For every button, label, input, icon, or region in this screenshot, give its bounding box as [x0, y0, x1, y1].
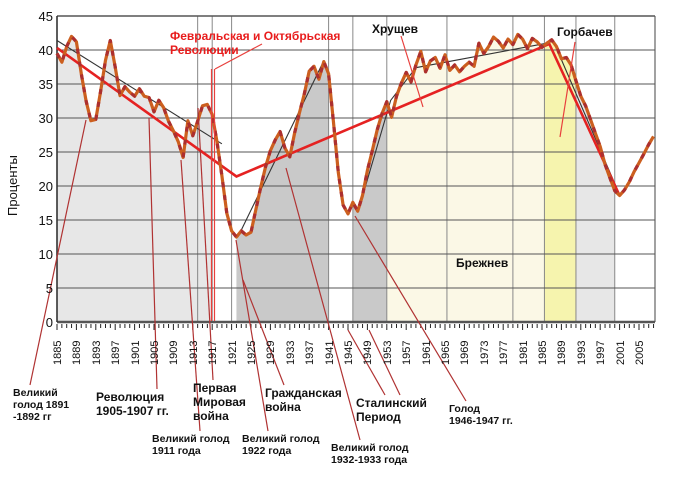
pointer-stalin-a	[347, 329, 386, 396]
x-axis-tick-label: 1889	[71, 340, 84, 365]
x-axis-tick-label: 1997	[595, 340, 608, 365]
x-axis-tick-label: 2001	[614, 340, 627, 365]
label-stalin-period: Сталинский Период	[356, 396, 427, 424]
x-axis-tick-label: 1885	[52, 340, 64, 365]
trend-line-black	[237, 60, 325, 238]
x-axis-tick-label: 1949	[362, 340, 375, 365]
label-wwi: Первая Мировая война	[193, 381, 246, 423]
trend-line-black	[358, 42, 547, 208]
period-khrushchev-brezhnev	[386, 34, 545, 323]
x-axis-tick-label: 1897	[110, 340, 123, 365]
x-axis-tick-label: 1977	[498, 340, 511, 365]
y-axis-tick-label: 35	[38, 77, 53, 92]
x-axis-tick-label: 1953	[381, 340, 394, 365]
pointer-famine-1911	[180, 159, 201, 432]
pointer-famine-1932	[285, 167, 361, 441]
x-axis-tick-label: 2005	[634, 340, 646, 365]
pointer-famine-1891	[29, 119, 87, 386]
y-axis-tick-label: 15	[38, 213, 53, 228]
x-axis-tick-label: 1941	[323, 340, 336, 365]
x-axis-tick-label: 1993	[575, 340, 588, 365]
y-axis-tick-label: 10	[38, 247, 53, 262]
y-axis-title: Проценты	[5, 155, 20, 216]
pointer-revolution-connector	[214, 43, 263, 70]
label-revolution-1905: Революция 1905-1907 гг.	[96, 390, 169, 418]
period-gorbachev	[544, 39, 576, 323]
label-gorbachev: Горбачев	[557, 25, 613, 39]
period-postwar-stalin	[352, 101, 387, 322]
label-famine-1922: Великий голод 1922 года	[242, 433, 320, 458]
pointer-famine-1946	[354, 215, 467, 402]
x-axis-tick-label: 1929	[265, 340, 278, 365]
x-axis-tick-label: 1921	[226, 340, 239, 365]
x-axis-tick-label: 1937	[304, 340, 317, 365]
pointer-wwi	[197, 107, 214, 381]
y-axis-tick-label: 0	[45, 315, 53, 330]
x-axis-tick-label: 1961	[420, 340, 433, 365]
x-axis-tick-label: 1957	[401, 340, 414, 365]
y-axis-tick-label: 5	[45, 281, 53, 296]
x-axis-tick-label: 1969	[459, 340, 472, 365]
period-interwar-stalin	[236, 61, 329, 322]
pointer-revolution-1905	[148, 117, 158, 390]
y-axis-tick-label: 20	[38, 179, 53, 194]
x-axis-tick-label: 1913	[187, 340, 200, 365]
x-axis-tick-label: 1985	[537, 340, 549, 365]
x-axis-tick-label: 1905	[149, 340, 161, 365]
x-axis-tick-label: 1981	[517, 340, 530, 365]
period-1990s	[575, 80, 615, 322]
y-axis-tick-label: 40	[38, 43, 53, 58]
x-axis-tick-label: 1901	[129, 340, 142, 365]
label-feb-oct-revolution: Февральская и Октябрьская Революции	[170, 29, 341, 57]
x-axis-tick-label: 1893	[90, 340, 103, 365]
y-axis-tick-label: 45	[38, 9, 53, 24]
label-khrushchev: Хрущев	[372, 22, 419, 36]
x-axis-tick-label: 1909	[168, 340, 181, 365]
pointer-civil-war	[242, 279, 285, 386]
label-famine-1891: Великий голод 1891 -1892 гг	[13, 387, 70, 424]
pointer-stalin-b	[368, 329, 401, 396]
pointer-khrushchev	[400, 35, 424, 108]
x-axis-tick-label: 1917	[207, 340, 220, 365]
pointer-famine-1922	[235, 239, 269, 432]
x-axis-tick-label: 1945	[343, 340, 355, 365]
label-famine-1946: Голод 1946-1947 гг.	[449, 403, 513, 428]
pointer-gorbachev	[559, 41, 576, 138]
period-pre-revolution	[57, 36, 213, 323]
x-axis-tick-label: 1965	[440, 340, 452, 365]
label-civil-war: Гражданская война	[265, 386, 342, 414]
x-axis-tick-label: 1973	[478, 340, 491, 365]
y-axis-tick-label: 30	[38, 111, 53, 126]
label-brezhnev: Брежнев	[456, 256, 509, 270]
x-axis-tick-label: 1989	[556, 340, 569, 365]
y-axis-tick-label: 25	[38, 145, 53, 160]
data-curve-dashes	[55, 32, 655, 239]
label-famine-1932: Великий голод 1932-1933 года	[331, 442, 409, 467]
label-famine-1911: Великий голод 1911 года	[152, 433, 230, 458]
x-axis-tick-label: 1925	[246, 340, 258, 365]
x-axis-tick-label: 1933	[284, 340, 297, 365]
